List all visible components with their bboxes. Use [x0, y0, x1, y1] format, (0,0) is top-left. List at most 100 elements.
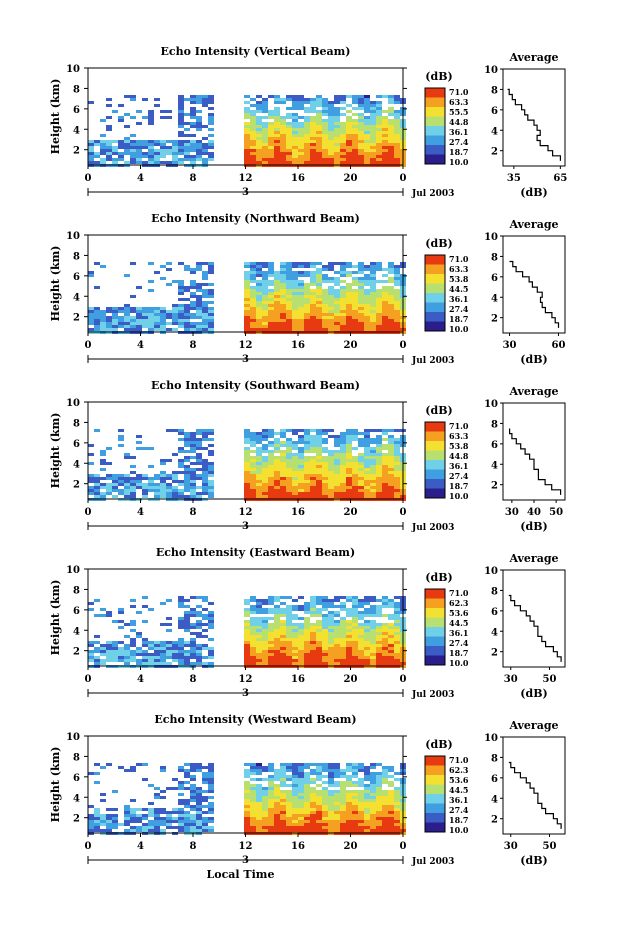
x-tick-label: 0	[85, 340, 92, 351]
heatmap-cell	[250, 483, 256, 486]
heatmap-cell	[304, 107, 310, 110]
colorbar-swatch	[425, 631, 445, 637]
heatmap-cell	[298, 95, 304, 98]
heatmap-cell	[304, 292, 310, 295]
heatmap-cell	[376, 125, 382, 128]
heatmap-cell	[274, 456, 280, 459]
heatmap-cell	[94, 322, 100, 325]
heatmap-cell	[256, 122, 262, 125]
heatmap-cell	[256, 829, 262, 832]
heatmap-cell	[394, 814, 400, 817]
heatmap-cell	[130, 328, 136, 331]
heatmap-cell	[274, 486, 280, 489]
heatmap-cell	[274, 450, 280, 453]
heatmap-cell	[358, 462, 364, 465]
heatmap-cell	[208, 268, 214, 271]
heatmap-cell	[388, 307, 394, 310]
heatmap-cell	[262, 826, 268, 829]
heatmap-cell	[310, 635, 316, 638]
heatmap-cell	[262, 662, 268, 665]
x-tick-label: 0	[85, 507, 92, 518]
heatmap-cell	[256, 611, 262, 614]
heatmap-cell	[202, 310, 208, 313]
heatmap-cell	[142, 620, 148, 623]
heatmap-cell	[124, 492, 130, 495]
heatmap-cell	[310, 641, 316, 644]
heatmap-cell	[388, 459, 394, 462]
average-y-tick-label: 4	[491, 460, 498, 471]
heatmap-cell	[256, 769, 262, 772]
heatmap-cell	[310, 313, 316, 316]
heatmap-cell	[304, 823, 310, 826]
heatmap-cell	[268, 268, 274, 271]
heatmap-cell	[100, 146, 106, 149]
heatmap-cell	[316, 98, 322, 101]
heatmap-cell	[118, 444, 124, 447]
heatmap-cell	[376, 444, 382, 447]
heatmap-cell	[106, 143, 112, 146]
heatmap-cell	[364, 656, 370, 659]
heatmap-cell	[388, 313, 394, 316]
heatmap-cell	[322, 292, 328, 295]
heatmap-cell	[364, 462, 370, 465]
heatmap-cell	[262, 659, 268, 662]
heatmap-cell	[298, 787, 304, 790]
heatmap-cell	[298, 662, 304, 665]
heatmap-cell	[370, 146, 376, 149]
heatmap-cell	[256, 101, 262, 104]
heatmap-cell	[274, 155, 280, 158]
heatmap-cell	[88, 146, 94, 149]
heatmap-cell	[370, 268, 376, 271]
heatmap-cell	[196, 793, 202, 796]
heatmap-cell	[160, 477, 166, 480]
heatmap-cell	[274, 274, 280, 277]
heatmap-cell	[178, 325, 184, 328]
heatmap-cell	[166, 647, 172, 650]
heatmap-cell	[292, 316, 298, 319]
heatmap-cell	[268, 310, 274, 313]
heatmap-cell	[244, 638, 250, 641]
heatmap-cell	[178, 793, 184, 796]
heatmap-cell	[364, 766, 370, 769]
heatmap-cell	[340, 596, 346, 599]
heatmap-cell	[328, 265, 334, 268]
heatmap-cell	[94, 310, 100, 313]
x-tick-label: 20	[344, 841, 358, 852]
heatmap-cell	[280, 799, 286, 802]
heatmap-cell	[292, 784, 298, 787]
heatmap-cell	[394, 620, 400, 623]
heatmap-cell	[286, 492, 292, 495]
heatmap-cell	[274, 271, 280, 274]
heatmap-cell	[334, 149, 340, 152]
x-tick-label: 8	[190, 841, 197, 852]
heatmap-cell	[292, 629, 298, 632]
heatmap-cell	[292, 793, 298, 796]
heatmap-cell	[322, 298, 328, 301]
heatmap-cell	[382, 468, 388, 471]
heatmap-cell	[166, 617, 172, 620]
heatmap-cell	[298, 131, 304, 134]
heatmap-cell	[298, 140, 304, 143]
heatmap-cell	[334, 435, 340, 438]
heatmap-cell	[250, 319, 256, 322]
heatmap-cell	[190, 632, 196, 635]
heatmap-cell	[184, 629, 190, 632]
heatmap-cell	[262, 444, 268, 447]
heatmap-cell	[364, 149, 370, 152]
colorbar-swatch	[425, 426, 445, 432]
heatmap-cell	[394, 295, 400, 298]
heatmap-cell	[172, 495, 178, 498]
heatmap-cell	[142, 638, 148, 641]
heatmap-cell	[268, 116, 274, 119]
heatmap-cell	[328, 462, 334, 465]
heatmap-cell	[130, 152, 136, 155]
heatmap-cell	[136, 662, 142, 665]
heatmap-cell	[388, 471, 394, 474]
heatmap-cell	[172, 492, 178, 495]
colorbar-tick-label: 18.7	[449, 648, 468, 658]
heatmap-cell	[298, 301, 304, 304]
heatmap-cell	[364, 456, 370, 459]
heatmap-cell	[382, 799, 388, 802]
heatmap-cell	[358, 456, 364, 459]
heatmap-cell	[202, 322, 208, 325]
